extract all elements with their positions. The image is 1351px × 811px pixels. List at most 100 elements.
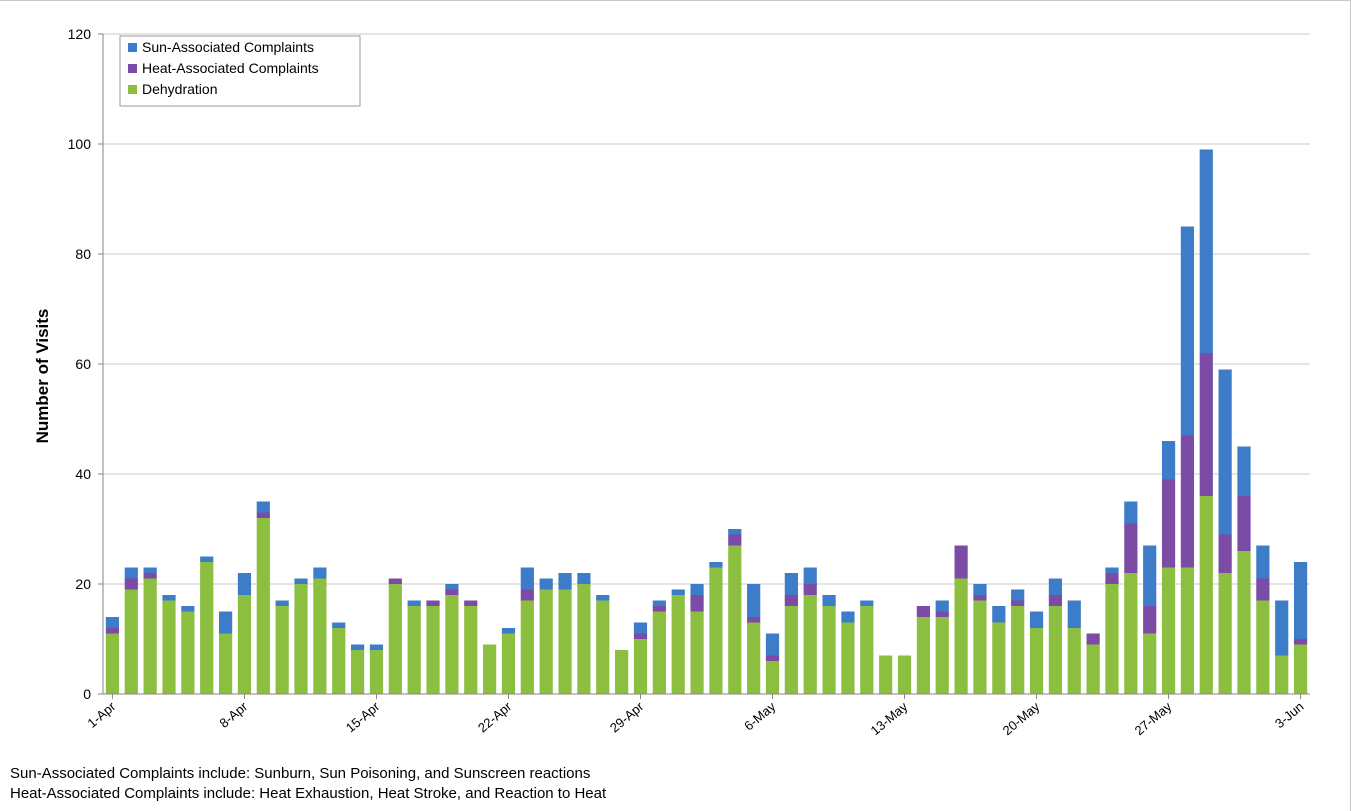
bar-segment-dehydration <box>464 606 478 694</box>
bar-segment-sun-associated-complaints <box>332 622 346 628</box>
bar-segment-dehydration <box>1275 655 1289 694</box>
bar-segment-heat-associated-complaints <box>784 595 798 606</box>
bar-segment-dehydration <box>1086 644 1100 694</box>
bar-segment-sun-associated-complaints <box>765 633 780 656</box>
bar-segment-sun-associated-complaints <box>860 600 874 606</box>
bar-segment-sun-associated-complaints <box>728 529 742 535</box>
bar-segment-heat-associated-complaints <box>105 628 120 634</box>
bar-segment-dehydration <box>105 633 120 694</box>
bar-segment-dehydration <box>1256 600 1270 694</box>
bar-segment-sun-associated-complaints <box>200 556 214 562</box>
bar-segment-dehydration <box>445 595 459 694</box>
y-tick-label: 120 <box>68 26 92 42</box>
bar-segment-dehydration <box>935 617 949 694</box>
bar-segment-heat-associated-complaints <box>633 633 648 639</box>
bar-segment-sun-associated-complaints <box>256 501 270 513</box>
bar-segment-sun-associated-complaints <box>841 611 855 623</box>
bar-segment-heat-associated-complaints <box>464 600 478 606</box>
bar-segment-dehydration <box>784 606 798 694</box>
bar-segment-dehydration <box>879 655 893 694</box>
footnote-sun: Sun-Associated Complaints include: Sunbu… <box>10 765 591 782</box>
bar-segment-heat-associated-complaints <box>1086 633 1100 645</box>
bar-segment-sun-associated-complaints <box>181 606 195 612</box>
bar-segment-dehydration <box>501 633 516 694</box>
bar-segment-sun-associated-complaints <box>369 644 384 650</box>
bar-segment-sun-associated-complaints <box>822 595 836 606</box>
bar-segment-sun-associated-complaints <box>1143 545 1157 606</box>
bar-segment-dehydration <box>1180 567 1195 694</box>
bar-segment-heat-associated-complaints <box>1143 606 1157 634</box>
bar-segment-sun-associated-complaints <box>784 573 798 595</box>
x-tick-label: 27-May <box>1132 698 1175 738</box>
y-tick-label: 0 <box>83 686 91 702</box>
bar-segment-dehydration <box>558 589 572 694</box>
bar-segment-sun-associated-complaints <box>671 589 685 595</box>
legend-entry: Heat-Associated Complaints <box>142 60 319 76</box>
bar-segment-heat-associated-complaints <box>916 606 930 617</box>
x-tick-label: 1-Apr <box>84 698 119 730</box>
bar-segment-dehydration <box>200 562 214 694</box>
bar-segment-dehydration <box>577 584 591 694</box>
bar-segment-heat-associated-complaints <box>520 589 534 601</box>
bar-segment-sun-associated-complaints <box>124 567 138 579</box>
y-tick-label: 100 <box>68 136 92 152</box>
y-tick-label: 20 <box>75 576 91 592</box>
bar-segment-sun-associated-complaints <box>633 622 648 634</box>
bar-segment-sun-associated-complaints <box>690 584 704 595</box>
bar-segment-sun-associated-complaints <box>652 600 666 606</box>
bar-segment-heat-associated-complaints <box>1218 534 1232 573</box>
bar-segment-sun-associated-complaints <box>1011 589 1025 601</box>
bar-segment-heat-associated-complaints <box>1180 435 1195 568</box>
legend-entry: Sun-Associated Complaints <box>142 39 314 55</box>
bar-segment-dehydration <box>652 611 666 694</box>
bar-segment-sun-associated-complaints <box>294 578 308 584</box>
bar-segment-sun-associated-complaints <box>973 584 987 595</box>
bar-segment-sun-associated-complaints <box>1218 369 1232 535</box>
bar-segment-sun-associated-complaints <box>407 600 421 606</box>
bar-segment-heat-associated-complaints <box>1161 479 1176 568</box>
bar-segment-sun-associated-complaints <box>1237 446 1251 496</box>
bar-segment-sun-associated-complaints <box>162 595 176 601</box>
bar-segment-heat-associated-complaints <box>973 595 987 601</box>
bar-segment-dehydration <box>237 595 252 694</box>
x-tick-label: 13-May <box>868 698 911 738</box>
bar-segment-heat-associated-complaints <box>1293 639 1308 645</box>
bar-segment-dehydration <box>1048 606 1062 694</box>
bar-segment-sun-associated-complaints <box>747 584 761 617</box>
bar-segment-dehydration <box>256 518 270 694</box>
bar-segment-heat-associated-complaints <box>1124 523 1138 573</box>
bar-segment-sun-associated-complaints <box>803 567 817 584</box>
bar-segment-sun-associated-complaints <box>501 628 516 634</box>
bar-segment-sun-associated-complaints <box>1161 441 1176 480</box>
bar-segment-dehydration <box>615 650 629 694</box>
bar-segment-heat-associated-complaints <box>256 512 270 518</box>
bar-segment-sun-associated-complaints <box>313 567 327 579</box>
bar-segment-dehydration <box>1029 628 1044 694</box>
bar-segment-dehydration <box>1199 496 1213 694</box>
bar-segment-sun-associated-complaints <box>935 600 949 612</box>
bar-segment-dehydration <box>539 589 553 694</box>
x-tick-labels: 1-Apr 8-Apr 15-Apr 22-Apr 29-Apr 6-May 13-May 2… <box>84 698 1306 738</box>
legend-box <box>119 35 361 107</box>
bar-segment-dehydration <box>162 600 176 694</box>
bar-segment-heat-associated-complaints <box>143 573 157 579</box>
x-tick-label: 29-Apr <box>607 698 647 735</box>
bars <box>105 149 1308 694</box>
bar-segment-dehydration <box>897 655 912 694</box>
bar-segment-sun-associated-complaints <box>1293 562 1308 639</box>
bar-segment-dehydration <box>1011 606 1025 694</box>
bar-segment-dehydration <box>1293 644 1308 694</box>
bar-segment-sun-associated-complaints <box>1180 226 1195 436</box>
bar-segment-sun-associated-complaints <box>992 606 1006 623</box>
bar-segment-heat-associated-complaints <box>388 578 402 584</box>
legend-swatch <box>128 85 137 94</box>
x-tick-label: 3-Jun <box>1272 699 1307 731</box>
bar-segment-dehydration <box>369 650 384 694</box>
bar-segment-dehydration <box>313 578 327 694</box>
bar-segment-heat-associated-complaints <box>124 578 138 590</box>
bar-segment-dehydration <box>143 578 157 694</box>
bar-segment-sun-associated-complaints <box>1275 600 1289 656</box>
bar-segment-heat-associated-complaints <box>1011 600 1025 606</box>
bar-segment-sun-associated-complaints <box>351 644 365 650</box>
bar-segment-dehydration <box>407 606 421 694</box>
